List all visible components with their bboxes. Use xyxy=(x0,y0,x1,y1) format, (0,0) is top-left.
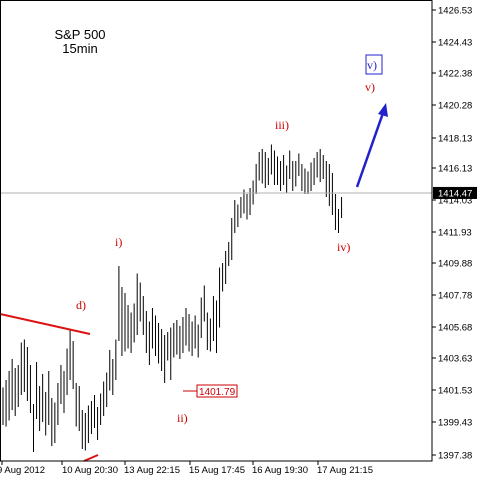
y-tick-label: 1418.13 xyxy=(438,134,472,145)
low-marker-box xyxy=(196,384,238,398)
wave-label: i) xyxy=(115,235,122,249)
y-tick-label: 1416.13 xyxy=(438,164,472,175)
y-tick-label: 1424.43 xyxy=(438,38,472,49)
y-tick-label: 1397.38 xyxy=(438,451,472,462)
x-tick-label: 9 Aug 2012 xyxy=(0,465,45,476)
current-price-tag xyxy=(433,186,477,199)
trendline-upper xyxy=(0,313,91,335)
x-tick-label: 17 Aug 21:15 xyxy=(317,465,373,476)
y-tick-label: 1420.28 xyxy=(438,101,472,112)
projection-arrow xyxy=(355,112,385,188)
chart-title: S&P 500 xyxy=(54,27,106,42)
wave-label: ii) xyxy=(177,411,188,425)
low-marker-label: 1401.79 xyxy=(199,387,236,398)
wave-label: d) xyxy=(76,298,86,312)
y-tick-label: 1401.53 xyxy=(438,386,472,397)
y-tick-label: 1414.03 xyxy=(438,196,472,207)
y-tick-label: 1399.43 xyxy=(438,418,472,429)
wave-label: v) xyxy=(365,80,375,94)
y-tick-label: 1407.78 xyxy=(438,291,472,302)
x-tick-label: 16 Aug 19:30 xyxy=(252,465,308,476)
projection-box xyxy=(365,54,383,75)
y-tick-label: 1426.53 xyxy=(438,6,472,17)
y-tick-label: 1411.93 xyxy=(438,228,472,239)
x-tick-label: 13 Aug 22:15 xyxy=(124,465,180,476)
current-price-label: 1414.47 xyxy=(438,188,472,199)
y-tick-label: 1403.63 xyxy=(438,354,472,365)
projection-box-label: v) xyxy=(367,58,377,72)
y-tick-label: 1422.38 xyxy=(438,69,472,80)
wave-label: iv) xyxy=(337,240,350,254)
x-tick-label: 10 Aug 20:30 xyxy=(62,465,118,476)
chart-subtitle: 15min xyxy=(62,41,98,56)
y-tick-label: 1409.88 xyxy=(438,259,472,270)
plot-frame xyxy=(0,0,433,462)
wave-label: iii) xyxy=(275,118,289,132)
arrow-head-icon xyxy=(378,103,388,117)
trendline-lower xyxy=(83,454,99,462)
y-tick-label: 1405.68 xyxy=(438,323,472,334)
x-tick-label: 15 Aug 17:45 xyxy=(189,465,245,476)
